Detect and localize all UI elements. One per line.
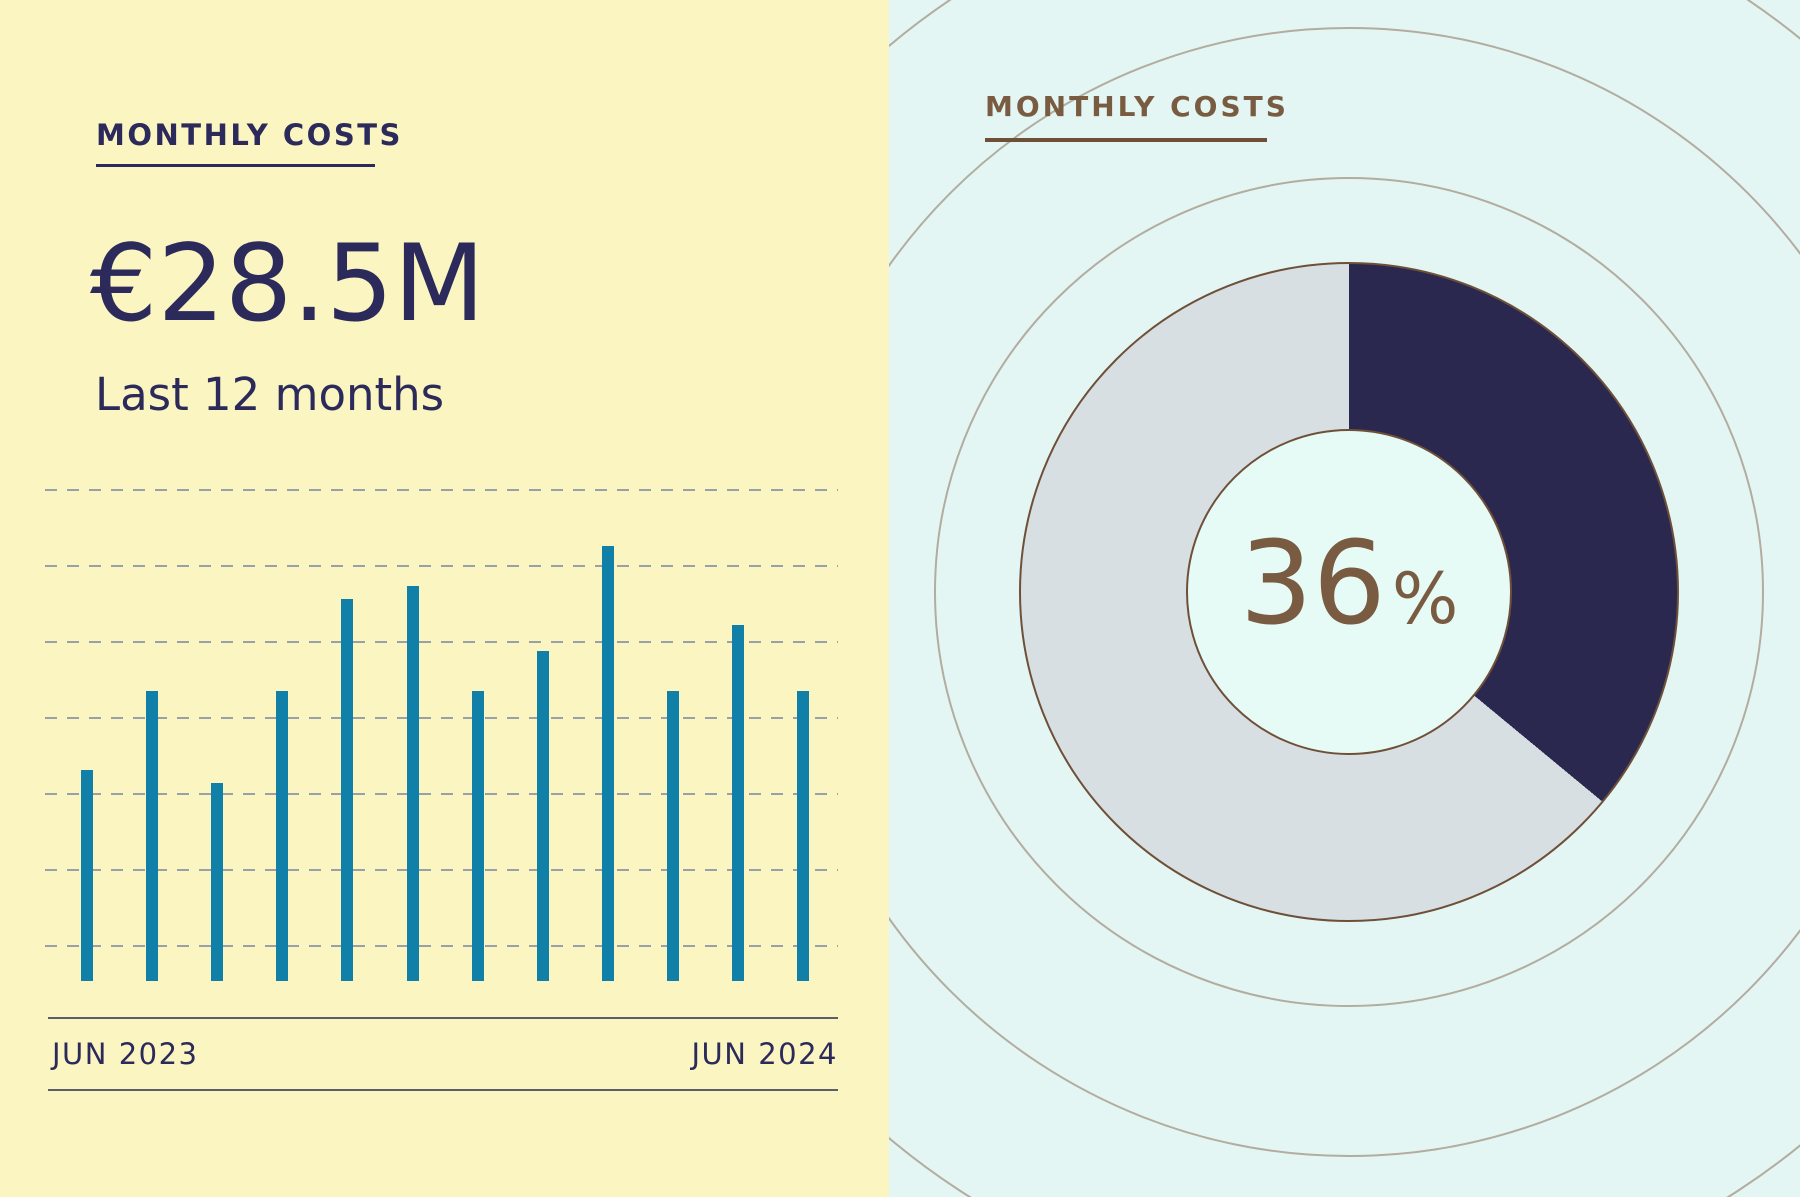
percent-number: 36 (1239, 516, 1386, 651)
monthly-costs-donut-panel: MONTHLY COSTS 36 % (889, 0, 1800, 1197)
bar-may-2024 (797, 691, 810, 981)
monthly-costs-bar-panel: MONTHLY COSTS €28.5M Last 12 months JUN … (0, 0, 889, 1197)
panel-title: MONTHLY COSTS (985, 90, 1289, 123)
donut-percent-label: 36 % (1240, 517, 1459, 651)
bottom-rule (48, 1089, 838, 1091)
bar-jun-2023 (81, 770, 93, 981)
title-underline (96, 164, 375, 167)
gridline (45, 489, 838, 491)
x-axis-end-label: JUN 2024 (691, 1037, 838, 1071)
bar-jan-2024 (536, 651, 549, 981)
bar-nov-2023 (406, 586, 419, 981)
total-costs-value: €28.5M (90, 222, 485, 345)
gridline (45, 793, 838, 795)
total-costs-subtitle: Last 12 months (95, 368, 445, 421)
gridline (45, 565, 838, 567)
bar-jul-2023 (146, 691, 159, 981)
title-underline (985, 138, 1267, 142)
percent-sign: % (1391, 557, 1459, 640)
gridline (45, 945, 838, 947)
bar-mar-2024 (666, 691, 679, 981)
bar-apr-2024 (732, 625, 744, 981)
gridline (45, 869, 838, 871)
x-axis-line (48, 1017, 838, 1019)
bar-oct-2023 (341, 599, 354, 981)
bar-sep-2023 (276, 691, 289, 981)
x-axis-start-label: JUN 2023 (52, 1037, 199, 1071)
gridline (45, 717, 838, 719)
bar-dec-2023 (471, 691, 484, 981)
bar-aug-2023 (211, 783, 224, 981)
bar-feb-2024 (601, 546, 614, 981)
gridline (45, 641, 838, 643)
donut-hole (1186, 429, 1512, 755)
panel-title: MONTHLY COSTS (96, 118, 403, 152)
